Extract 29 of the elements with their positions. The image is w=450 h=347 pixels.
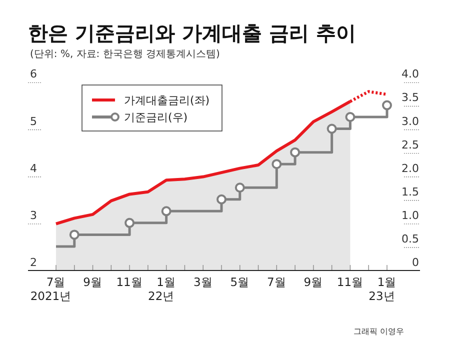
legend-label: 기준금리(우)	[124, 111, 188, 124]
chart-subtitle: (단위: %, 자료: 한국은행 경제통계시스템)	[30, 49, 220, 60]
y2-tick-label: 0	[412, 256, 419, 269]
x-tick-label: 7월	[267, 275, 286, 289]
chart-title: 한은 기준금리와 가계대출 금리 추이	[28, 21, 356, 45]
y-tick-label: 2	[30, 256, 37, 269]
text: 그래픽 이영우	[353, 327, 404, 336]
x-tick-label: 1월 23년	[368, 275, 397, 303]
x-tick-label: 5월	[230, 275, 250, 289]
y2-tick-label: 1.5	[402, 185, 419, 198]
y-tick-label: 3	[30, 208, 37, 222]
y-tick-label: 4	[30, 162, 37, 175]
x-tick-label: 11월	[336, 275, 364, 289]
legend-label: 가계대출금리(좌)	[124, 94, 210, 107]
x-tick-label: 3월	[193, 275, 213, 289]
y2-tick-label: 4.0	[402, 68, 419, 81]
x-tick-label: 9월	[304, 275, 324, 289]
y-tick-label: 5	[30, 114, 37, 128]
x-tick-label: 1월 22년	[148, 275, 176, 303]
y-tick-label: 6	[30, 68, 37, 81]
y2-tick-label: 1.0	[402, 208, 419, 222]
y2-tick-label: 2.0	[402, 162, 419, 175]
x-tick-label: 9월	[83, 275, 102, 289]
x-tick-label: 7월 2021년	[30, 275, 72, 303]
y2-tick-label: 3.0	[402, 114, 419, 128]
y2-tick-label: 3.5	[402, 91, 419, 104]
y2-tick-label: 2.5	[402, 138, 419, 152]
x-tick-label: 11월	[116, 275, 143, 289]
y2-tick-label: 0.5	[402, 232, 419, 246]
